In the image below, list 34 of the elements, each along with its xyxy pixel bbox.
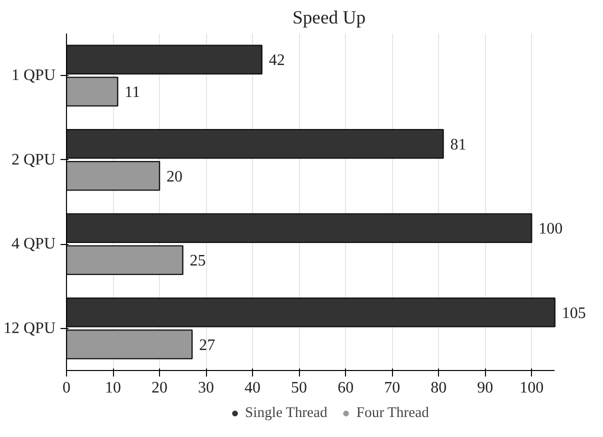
x-tick-label: 60 — [338, 380, 354, 396]
legend-label: Four Thread — [356, 404, 429, 422]
y-tick-label: 2 QPU — [11, 151, 56, 168]
bar — [66, 160, 160, 191]
bar — [66, 213, 532, 244]
y-tick-label: 12 QPU — [3, 320, 56, 337]
data-label: 42 — [268, 52, 285, 70]
bar — [66, 329, 193, 360]
bar — [66, 76, 118, 107]
data-label: 25 — [190, 252, 206, 270]
y-tick-label: 1 QPU — [11, 67, 56, 84]
bar — [66, 245, 184, 276]
x-tick-label: 50 — [291, 380, 308, 396]
x-tick-label: 30 — [198, 380, 214, 396]
data-label: 105 — [562, 304, 586, 322]
bar — [66, 128, 444, 159]
data-label: 11 — [124, 84, 140, 102]
x-tick-label: 40 — [244, 380, 261, 396]
x-tick-label: 90 — [477, 380, 494, 396]
x-tick-label: 20 — [152, 380, 168, 396]
legend-label: Single Thread — [245, 404, 328, 422]
data-label: 81 — [450, 136, 466, 154]
chart-title: Speed Up — [292, 8, 366, 28]
x-tick-label: 0 — [62, 380, 70, 396]
data-label: 100 — [538, 220, 563, 238]
x-tick-label: 10 — [105, 380, 122, 396]
x-tick-label: 70 — [384, 380, 400, 396]
data-label: 27 — [199, 336, 216, 354]
bar — [66, 44, 262, 75]
x-tick-label: 80 — [430, 380, 447, 396]
data-label: 20 — [166, 168, 183, 186]
bar — [66, 297, 556, 328]
x-tick-label: 100 — [520, 380, 544, 396]
y-tick-label: 4 QPU — [11, 236, 56, 253]
